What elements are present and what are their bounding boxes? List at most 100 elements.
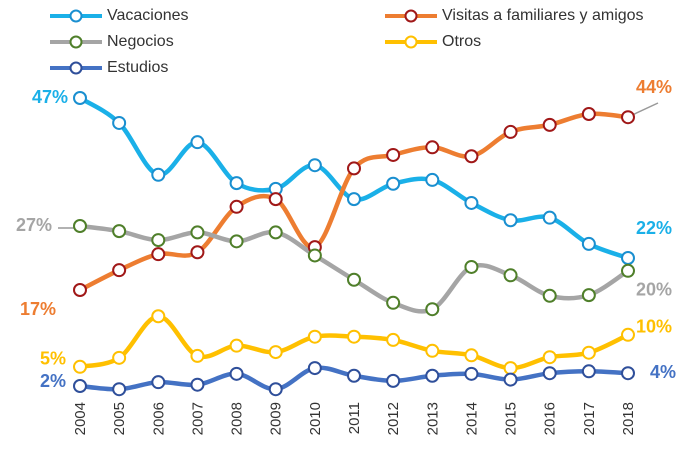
point: [503, 268, 518, 283]
point: [621, 263, 635, 278]
x-tick-label: 2011: [346, 402, 363, 434]
point: [151, 309, 166, 324]
data-label: 22%: [636, 218, 672, 238]
data-label: 10%: [636, 317, 672, 337]
x-tick-label: 2010: [307, 402, 324, 435]
point: [542, 117, 557, 132]
point: [151, 167, 166, 182]
point: [190, 135, 205, 150]
point: [581, 107, 596, 121]
point: [464, 195, 479, 210]
x-tick-label: 2009: [268, 402, 285, 435]
point: [190, 377, 205, 392]
x-tick-label: 2012: [385, 402, 402, 435]
x-tick-label: 2016: [542, 402, 559, 435]
point: [307, 329, 322, 344]
point: [386, 147, 401, 162]
legend-label: Estudios: [107, 59, 168, 76]
legend-label: Negocios: [107, 33, 174, 50]
point: [73, 359, 87, 374]
point: [347, 329, 361, 344]
point: [621, 110, 635, 125]
x-tick-label: 2018: [620, 402, 637, 435]
point: [112, 263, 127, 278]
point: [581, 288, 596, 303]
legend-marker: [404, 35, 418, 49]
point: [542, 350, 557, 365]
point: [542, 288, 557, 303]
point: [347, 192, 361, 207]
legend-marker: [69, 61, 83, 75]
point: [151, 375, 166, 390]
data-label: 4%: [650, 362, 676, 382]
point: [542, 366, 557, 381]
point: [73, 91, 87, 105]
point: [190, 225, 205, 240]
point: [425, 172, 440, 187]
point: [503, 124, 518, 139]
x-tick-label: 2013: [424, 402, 441, 435]
point: [73, 283, 87, 297]
point: [73, 379, 87, 393]
x-tick-label: 2006: [150, 402, 167, 435]
x-tick-label: 2004: [72, 402, 89, 435]
point: [307, 361, 322, 376]
legend-marker: [69, 9, 83, 23]
point: [307, 248, 322, 263]
point: [386, 295, 401, 310]
point: [464, 348, 479, 363]
data-label: 5%: [40, 349, 66, 369]
legend-label: Vacaciones: [107, 7, 189, 24]
point: [268, 225, 283, 240]
point: [347, 161, 361, 176]
point: [386, 373, 401, 388]
point: [425, 368, 440, 383]
point: [229, 338, 244, 353]
point: [464, 366, 479, 381]
point: [503, 213, 518, 228]
point: [503, 372, 518, 387]
data-label: 20%: [636, 280, 672, 300]
x-tick-label: 2005: [111, 402, 128, 435]
point: [347, 368, 361, 383]
data-label: 27%: [16, 215, 52, 235]
legend-marker: [69, 35, 83, 49]
point: [112, 224, 127, 239]
point: [347, 272, 361, 287]
point: [112, 115, 127, 130]
point: [112, 350, 127, 365]
point: [464, 259, 479, 274]
legend-label: Otros: [442, 33, 481, 50]
point: [425, 140, 440, 155]
x-tick-label: 2014: [463, 402, 480, 435]
point: [229, 366, 244, 381]
point: [151, 247, 166, 262]
point: [464, 149, 479, 164]
x-tick-label: 2015: [503, 402, 520, 435]
x-tick-label: 2007: [189, 402, 206, 435]
point: [268, 345, 283, 360]
point: [542, 210, 557, 225]
point: [268, 382, 283, 397]
x-tick-label: 2008: [229, 402, 246, 435]
x-tick-label: 2017: [581, 402, 598, 435]
legend-label: Visitas a familiares y amigos: [442, 7, 644, 24]
data-label: 44%: [636, 77, 672, 97]
point: [621, 251, 635, 265]
point: [581, 236, 596, 251]
data-label: 47%: [32, 87, 68, 107]
point: [229, 234, 244, 249]
point: [190, 348, 205, 363]
point: [268, 192, 283, 207]
point: [621, 327, 635, 342]
point: [229, 199, 244, 214]
point: [581, 364, 596, 379]
point: [425, 302, 440, 317]
legend-marker: [404, 9, 418, 23]
point: [190, 245, 205, 260]
point: [386, 332, 401, 347]
point: [386, 176, 401, 191]
point: [503, 361, 518, 376]
point: [151, 233, 166, 248]
